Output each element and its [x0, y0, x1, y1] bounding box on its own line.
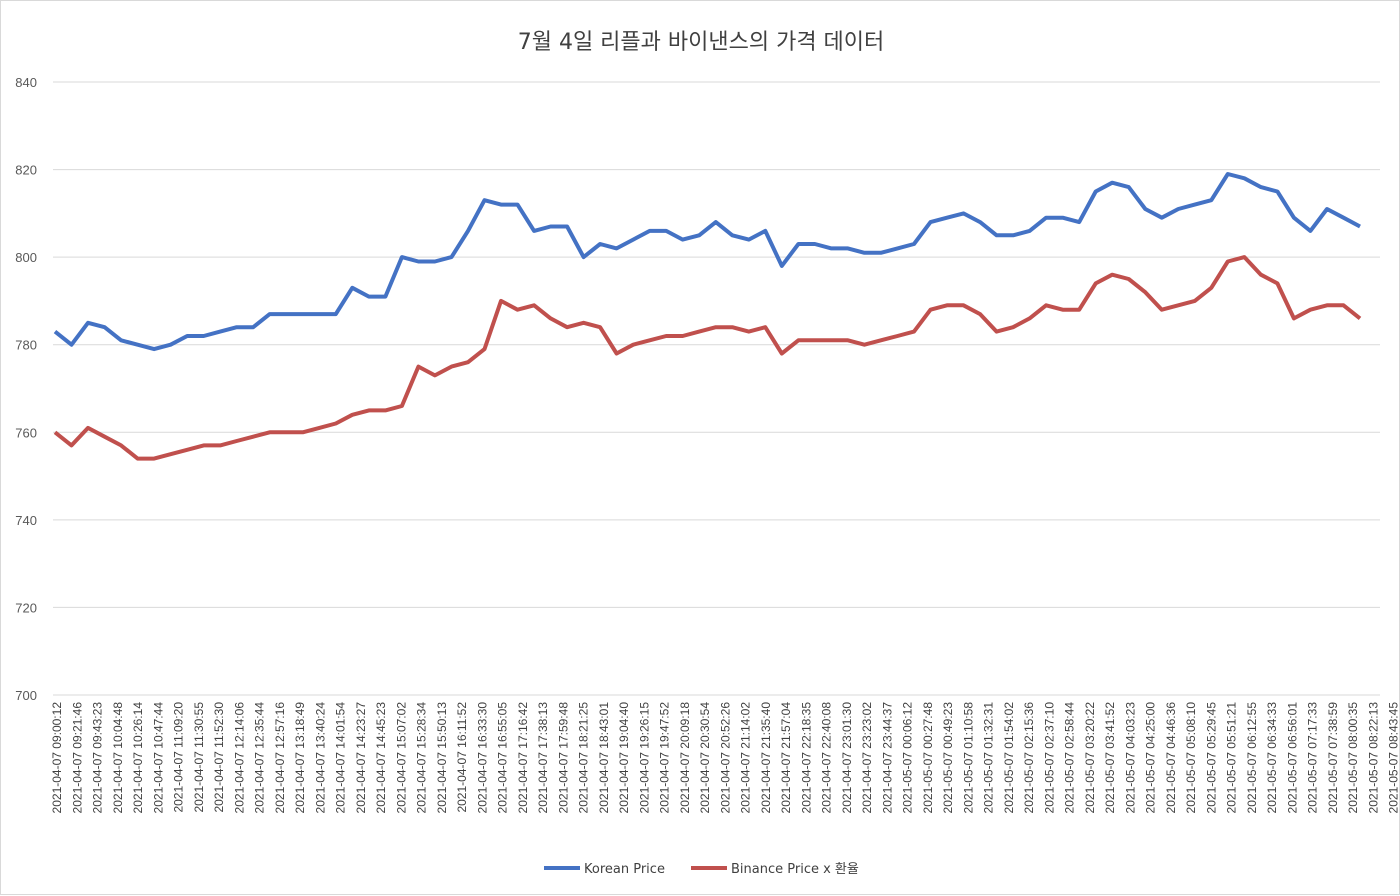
x-tick-label: 2021-05-07 00:06:12 [901, 702, 915, 814]
x-tick-label: 2021-05-07 06:34:33 [1265, 702, 1279, 814]
x-tick-label: 2021-04-07 18:21:25 [577, 702, 591, 814]
x-tick-label: 2021-05-07 03:20:22 [1083, 702, 1097, 814]
x-tick-label: 2021-05-07 02:15:36 [1022, 702, 1036, 814]
x-tick-label: 2021-05-07 03:41:52 [1103, 702, 1117, 814]
y-axis-ticks: 700 720 740 760 780 800 820 840 [15, 75, 37, 703]
y-tick-label: 720 [15, 600, 37, 615]
series-lines [55, 174, 1360, 459]
x-tick-label: 2021-04-07 17:16:42 [516, 702, 530, 814]
chart-title: 7월 4일 리플과 바이낸스의 가격 데이터 [518, 30, 885, 55]
gridlines [53, 82, 1380, 695]
x-tick-label: 2021-05-07 04:25:00 [1144, 702, 1158, 814]
x-tick-label: 2021-04-07 16:11:52 [455, 702, 469, 813]
x-tick-label: 2021-04-07 21:57:04 [779, 702, 793, 814]
x-axis-ticks: 2021-04-07 09:00:12 2021-04-07 09:21:46 20… [50, 702, 1400, 814]
x-tick-label: 2021-04-07 09:43:23 [91, 702, 105, 814]
x-tick-label: 2021-04-07 16:33:30 [475, 702, 489, 814]
x-tick-label: 2021-04-07 13:18:49 [293, 702, 307, 814]
x-tick-label: 2021-04-07 11:09:20 [172, 702, 186, 813]
x-tick-label: 2021-04-07 14:23:27 [354, 702, 368, 814]
x-tick-label: 2021-05-07 00:27:48 [921, 702, 935, 814]
x-tick-label: 2021-05-07 06:56:01 [1285, 702, 1299, 814]
x-tick-label: 2021-04-07 21:35:40 [759, 702, 773, 814]
x-tick-label: 2021-05-07 07:38:59 [1326, 702, 1340, 814]
x-tick-label: 2021-04-07 10:04:48 [111, 702, 125, 814]
x-tick-label: 2021-04-07 22:40:08 [820, 702, 834, 814]
x-tick-label: 2021-05-07 06:12:55 [1245, 702, 1259, 814]
x-tick-label: 2021-04-07 14:45:23 [374, 702, 388, 814]
x-tick-label: 2021-04-07 12:57:16 [273, 702, 287, 814]
x-tick-label: 2021-04-07 10:26:14 [131, 702, 145, 814]
x-tick-label: 2021-04-07 09:21:46 [70, 702, 84, 814]
y-tick-label: 760 [15, 425, 37, 440]
x-tick-label: 2021-05-07 04:03:23 [1123, 702, 1137, 814]
x-tick-label: 2021-04-07 12:35:44 [253, 702, 267, 814]
x-tick-label: 2021-04-07 22:18:35 [799, 702, 813, 814]
x-tick-label: 2021-05-07 02:37:10 [1042, 702, 1056, 814]
x-tick-label: 2021-04-07 21:14:02 [739, 702, 753, 814]
x-tick-label: 2021-05-07 07:17:33 [1306, 702, 1320, 814]
series-line-0 [55, 174, 1360, 349]
x-tick-label: 2021-05-07 05:08:10 [1184, 702, 1198, 814]
x-tick-label: 2021-04-07 18:43:01 [597, 702, 611, 814]
x-tick-label: 2021-05-07 01:54:02 [1002, 702, 1016, 814]
x-tick-label: 2021-04-07 23:44:37 [880, 702, 894, 814]
x-tick-label: 2021-04-07 16:55:05 [496, 702, 510, 814]
y-tick-label: 800 [15, 250, 37, 265]
x-tick-label: 2021-05-07 08:43:45 [1387, 702, 1400, 814]
x-tick-label: 2021-04-07 10:47:44 [151, 702, 165, 814]
x-tick-label: 2021-04-07 20:30:54 [698, 702, 712, 814]
series-line-1 [55, 257, 1360, 459]
y-tick-label: 700 [15, 688, 37, 703]
x-tick-label: 2021-04-07 11:30:55 [192, 702, 206, 813]
x-tick-label: 2021-05-07 08:00:35 [1346, 702, 1360, 814]
legend-label-binance-price: Binance Price x 환율 [731, 862, 859, 877]
x-tick-label: 2021-04-07 13:40:24 [313, 702, 327, 814]
y-tick-label: 840 [15, 75, 37, 90]
x-tick-label: 2021-04-07 12:14:06 [232, 702, 246, 814]
legend-label-korean-price: Korean Price [584, 862, 665, 877]
x-tick-label: 2021-04-07 20:52:26 [718, 702, 732, 814]
x-tick-label: 2021-04-07 20:09:18 [678, 702, 692, 814]
x-tick-label: 2021-05-07 00:49:23 [941, 702, 955, 814]
x-tick-label: 2021-04-07 11:52:30 [212, 702, 226, 813]
x-tick-label: 2021-04-07 19:04:40 [617, 702, 631, 814]
x-tick-label: 2021-05-07 04:46:36 [1164, 702, 1178, 814]
x-tick-label: 2021-05-07 05:29:45 [1204, 702, 1218, 814]
x-tick-label: 2021-04-07 09:00:12 [50, 702, 64, 814]
legend: Korean Price Binance Price x 환율 [544, 862, 859, 877]
x-tick-label: 2021-05-07 05:51:21 [1225, 702, 1239, 814]
x-tick-label: 2021-05-07 08:22:13 [1366, 702, 1380, 814]
y-tick-label: 780 [15, 338, 37, 353]
x-tick-label: 2021-04-07 19:47:52 [658, 702, 672, 814]
x-tick-label: 2021-05-07 02:58:44 [1063, 702, 1077, 814]
x-tick-label: 2021-04-07 15:07:02 [394, 702, 408, 814]
x-tick-label: 2021-04-07 23:23:02 [860, 702, 874, 814]
x-tick-label: 2021-04-07 17:59:48 [556, 702, 570, 814]
y-tick-label: 820 [15, 163, 37, 178]
x-tick-label: 2021-04-07 17:38:13 [536, 702, 550, 814]
x-tick-label: 2021-05-07 01:32:31 [982, 702, 996, 814]
x-tick-label: 2021-04-07 14:01:54 [334, 702, 348, 814]
x-tick-label: 2021-04-07 23:01:30 [840, 702, 854, 814]
x-tick-label: 2021-04-07 15:28:34 [415, 702, 429, 814]
y-tick-label: 740 [15, 513, 37, 528]
x-tick-label: 2021-05-07 01:10:58 [961, 702, 975, 814]
x-tick-label: 2021-04-07 19:26:15 [637, 702, 651, 814]
x-tick-label: 2021-04-07 15:50:13 [435, 702, 449, 814]
